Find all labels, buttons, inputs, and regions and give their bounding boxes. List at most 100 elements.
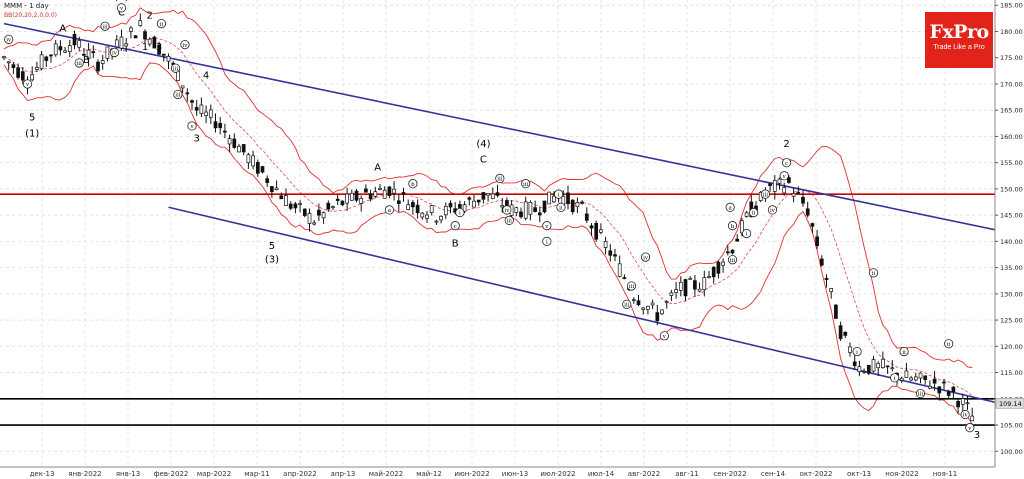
- candle-body: [16, 67, 20, 78]
- minor-wave-marker: [727, 221, 738, 231]
- minor-wave-marker: [384, 205, 394, 215]
- y-tick-label: 185.00: [1000, 2, 1023, 10]
- minor-wave-label: iii: [102, 24, 108, 30]
- candle-body: [119, 36, 124, 49]
- candle-body: [35, 67, 39, 70]
- candle-body: [838, 325, 843, 339]
- x-tick-label: авг-11: [675, 470, 699, 478]
- y-tick-label: 115.00: [1000, 369, 1023, 377]
- minor-wave-marker: [173, 89, 183, 100]
- candle-body: [86, 49, 91, 59]
- x-tick-label: мар-11: [244, 470, 269, 478]
- candle-body: [190, 100, 194, 103]
- candle-body: [288, 203, 293, 209]
- minor-wave-label: iv: [6, 38, 12, 44]
- candle-body: [359, 198, 364, 204]
- candle-body: [77, 40, 82, 48]
- minor-wave-label: ii: [872, 271, 876, 277]
- candle-body: [368, 193, 373, 200]
- candle-body: [307, 213, 312, 224]
- candle-body: [617, 263, 622, 277]
- candle-body: [495, 192, 500, 196]
- candle-body: [711, 266, 716, 278]
- minor-wave-label: ii: [947, 342, 951, 348]
- wave-label: 3: [974, 430, 980, 441]
- candle-body: [420, 212, 425, 218]
- minor-wave-marker: [180, 40, 190, 50]
- candle-body: [458, 204, 462, 208]
- candle-body: [683, 279, 688, 297]
- grid: [0, 0, 995, 467]
- candle-body: [439, 215, 443, 221]
- candles: [2, 13, 975, 422]
- x-tick-label: дек-13: [30, 470, 55, 478]
- candle-body: [890, 367, 895, 370]
- candle-body: [772, 180, 777, 192]
- minor-wave-label: iv: [963, 413, 969, 419]
- candle-body: [2, 56, 6, 59]
- candle-body: [777, 178, 782, 184]
- candle-body: [105, 46, 110, 59]
- minor-wave-marker: [890, 373, 900, 383]
- candle-body: [335, 198, 340, 201]
- candle-body: [885, 365, 890, 368]
- wave-label: C: [118, 8, 125, 19]
- candle-body: [82, 53, 86, 56]
- y-tick-label: 180.00: [1000, 28, 1023, 36]
- candle-body: [411, 202, 415, 208]
- minor-wave-marker: [450, 221, 460, 231]
- minor-wave-label: iii: [763, 192, 769, 198]
- candle-body: [725, 251, 730, 254]
- candle-body: [284, 195, 288, 207]
- channel-upper-line: [3, 22, 1024, 237]
- minor-wave-marker: [170, 63, 181, 73]
- minor-wave-marker: [760, 189, 771, 199]
- minor-wave-marker: [521, 179, 531, 189]
- minor-wave-marker: [542, 236, 552, 246]
- x-tick-label: ноя-2022: [885, 470, 918, 478]
- candle-body: [787, 177, 791, 183]
- minor-wave-label: b: [731, 224, 735, 230]
- y-tick-label: 140.00: [1000, 238, 1023, 246]
- candle-body: [707, 276, 711, 279]
- wave-label: (1): [25, 128, 39, 139]
- minor-wave-label: iii: [918, 392, 924, 398]
- upper-band: [3, 7, 973, 368]
- minor-wave-marker: [960, 409, 970, 420]
- candle-body: [246, 154, 251, 164]
- candle-body: [580, 201, 584, 204]
- minor-wave-label: iii: [497, 177, 503, 183]
- candle-body: [349, 192, 354, 201]
- candle-body: [345, 193, 349, 204]
- wave-label: B: [452, 239, 459, 250]
- minor-wave-marker: [553, 189, 564, 199]
- candle-body: [923, 375, 928, 380]
- candle-body: [208, 109, 213, 118]
- minor-wave-marker: [965, 423, 975, 433]
- wave-label: B: [83, 55, 90, 66]
- candle-body: [223, 130, 227, 133]
- candle-body: [881, 358, 885, 369]
- minor-wave-label: i: [894, 376, 896, 382]
- wave-label: 3: [156, 42, 162, 53]
- candle-body: [646, 305, 650, 310]
- candle-body: [143, 31, 147, 40]
- candle-body: [946, 391, 951, 396]
- minor-wave-label: iii: [629, 284, 635, 290]
- candle-body: [542, 200, 547, 213]
- minor-wave-marker: [727, 255, 738, 265]
- candle-body: [124, 43, 129, 47]
- lower-band: [3, 62, 973, 425]
- candle-body: [570, 199, 575, 213]
- candle-body: [157, 44, 161, 55]
- minor-wave-label: iv: [770, 208, 776, 214]
- candle-body: [603, 241, 608, 248]
- x-tick-label: окт-2022: [800, 470, 833, 478]
- candle-body: [152, 36, 157, 49]
- indicator-label: BB(20,20,2.0,0.0): [4, 12, 57, 19]
- minor-wave-marker: [109, 47, 120, 58]
- candle-body: [594, 222, 599, 240]
- fxpro-logo: FxPro Trade Like a Pro: [925, 12, 993, 68]
- candle-body: [298, 203, 302, 205]
- wave-label: 2: [783, 139, 789, 150]
